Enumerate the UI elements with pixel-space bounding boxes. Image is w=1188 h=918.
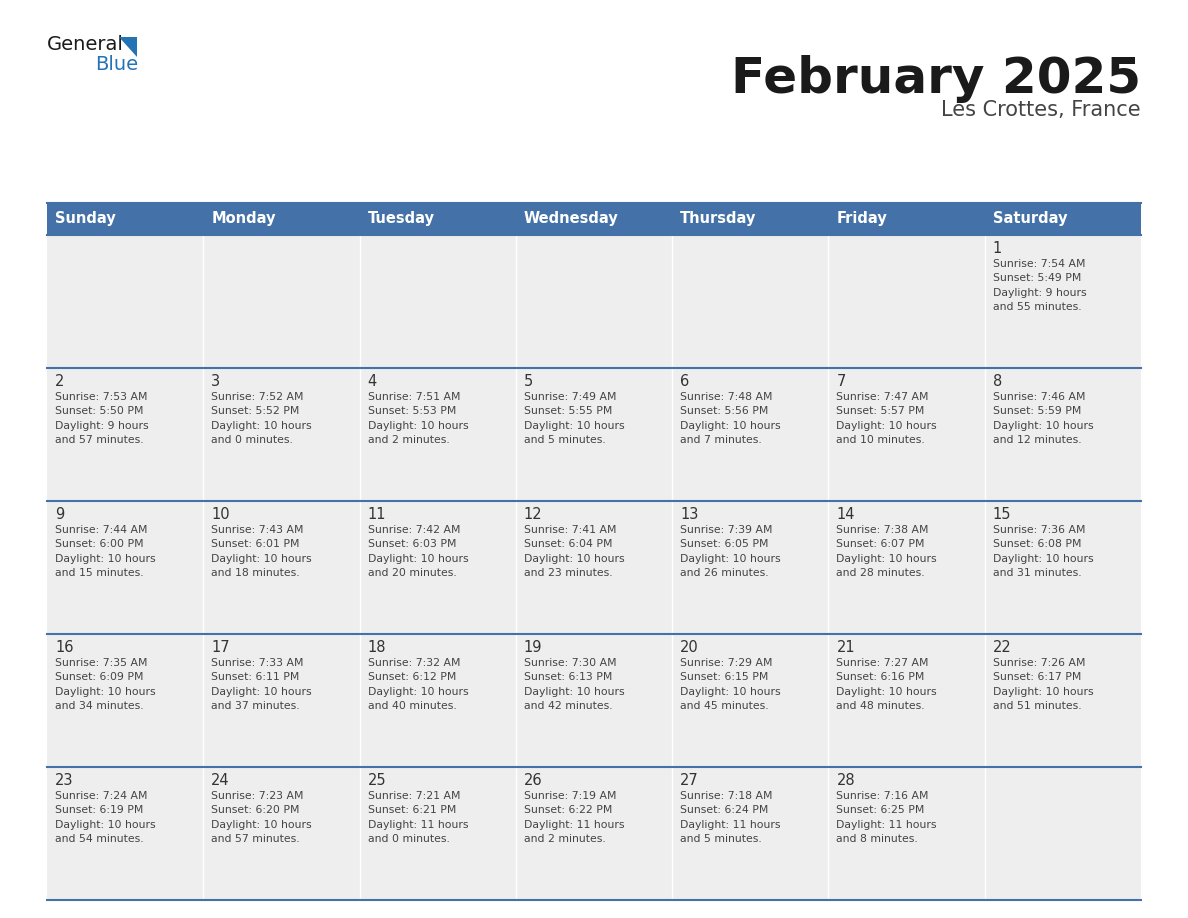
Text: Sunrise: 7:23 AM
Sunset: 6:20 PM
Daylight: 10 hours
and 57 minutes.: Sunrise: 7:23 AM Sunset: 6:20 PM Dayligh… xyxy=(211,791,312,845)
Text: Sunrise: 7:33 AM
Sunset: 6:11 PM
Daylight: 10 hours
and 37 minutes.: Sunrise: 7:33 AM Sunset: 6:11 PM Dayligh… xyxy=(211,658,312,711)
Bar xyxy=(48,235,1140,368)
Text: 19: 19 xyxy=(524,640,543,655)
Text: Blue: Blue xyxy=(95,55,138,74)
Text: General: General xyxy=(48,35,124,54)
Text: Sunrise: 7:16 AM
Sunset: 6:25 PM
Daylight: 11 hours
and 8 minutes.: Sunrise: 7:16 AM Sunset: 6:25 PM Dayligh… xyxy=(836,791,937,845)
Text: 3: 3 xyxy=(211,374,221,389)
Bar xyxy=(48,767,1140,900)
Text: Sunrise: 7:48 AM
Sunset: 5:56 PM
Daylight: 10 hours
and 7 minutes.: Sunrise: 7:48 AM Sunset: 5:56 PM Dayligh… xyxy=(681,392,781,445)
Text: Sunrise: 7:47 AM
Sunset: 5:57 PM
Daylight: 10 hours
and 10 minutes.: Sunrise: 7:47 AM Sunset: 5:57 PM Dayligh… xyxy=(836,392,937,445)
Text: Tuesday: Tuesday xyxy=(367,211,435,227)
Text: 14: 14 xyxy=(836,507,855,522)
Text: Sunrise: 7:27 AM
Sunset: 6:16 PM
Daylight: 10 hours
and 48 minutes.: Sunrise: 7:27 AM Sunset: 6:16 PM Dayligh… xyxy=(836,658,937,711)
Text: Sunrise: 7:41 AM
Sunset: 6:04 PM
Daylight: 10 hours
and 23 minutes.: Sunrise: 7:41 AM Sunset: 6:04 PM Dayligh… xyxy=(524,525,625,578)
Text: 9: 9 xyxy=(55,507,64,522)
Text: Sunrise: 7:19 AM
Sunset: 6:22 PM
Daylight: 11 hours
and 2 minutes.: Sunrise: 7:19 AM Sunset: 6:22 PM Dayligh… xyxy=(524,791,625,845)
Text: 26: 26 xyxy=(524,773,543,788)
Text: 1: 1 xyxy=(993,241,1001,256)
Text: February 2025: February 2025 xyxy=(731,55,1140,103)
Text: 23: 23 xyxy=(55,773,74,788)
Text: 22: 22 xyxy=(993,640,1011,655)
Text: 6: 6 xyxy=(681,374,689,389)
Text: Sunrise: 7:39 AM
Sunset: 6:05 PM
Daylight: 10 hours
and 26 minutes.: Sunrise: 7:39 AM Sunset: 6:05 PM Dayligh… xyxy=(681,525,781,578)
Text: Sunrise: 7:26 AM
Sunset: 6:17 PM
Daylight: 10 hours
and 51 minutes.: Sunrise: 7:26 AM Sunset: 6:17 PM Dayligh… xyxy=(993,658,1093,711)
Text: 12: 12 xyxy=(524,507,543,522)
Text: Les Crottes, France: Les Crottes, France xyxy=(941,100,1140,120)
Text: 10: 10 xyxy=(211,507,230,522)
Text: Sunrise: 7:35 AM
Sunset: 6:09 PM
Daylight: 10 hours
and 34 minutes.: Sunrise: 7:35 AM Sunset: 6:09 PM Dayligh… xyxy=(55,658,156,711)
Bar xyxy=(48,501,1140,634)
Text: Wednesday: Wednesday xyxy=(524,211,619,227)
Text: 17: 17 xyxy=(211,640,230,655)
Text: Sunrise: 7:53 AM
Sunset: 5:50 PM
Daylight: 9 hours
and 57 minutes.: Sunrise: 7:53 AM Sunset: 5:50 PM Dayligh… xyxy=(55,392,148,445)
Text: 11: 11 xyxy=(367,507,386,522)
Text: 25: 25 xyxy=(367,773,386,788)
Text: 7: 7 xyxy=(836,374,846,389)
Text: 15: 15 xyxy=(993,507,1011,522)
Text: Sunrise: 7:49 AM
Sunset: 5:55 PM
Daylight: 10 hours
and 5 minutes.: Sunrise: 7:49 AM Sunset: 5:55 PM Dayligh… xyxy=(524,392,625,445)
Text: Sunrise: 7:30 AM
Sunset: 6:13 PM
Daylight: 10 hours
and 42 minutes.: Sunrise: 7:30 AM Sunset: 6:13 PM Dayligh… xyxy=(524,658,625,711)
Text: 24: 24 xyxy=(211,773,230,788)
Polygon shape xyxy=(119,37,137,57)
Text: 18: 18 xyxy=(367,640,386,655)
Text: Sunrise: 7:54 AM
Sunset: 5:49 PM
Daylight: 9 hours
and 55 minutes.: Sunrise: 7:54 AM Sunset: 5:49 PM Dayligh… xyxy=(993,259,1086,312)
Text: Sunrise: 7:24 AM
Sunset: 6:19 PM
Daylight: 10 hours
and 54 minutes.: Sunrise: 7:24 AM Sunset: 6:19 PM Dayligh… xyxy=(55,791,156,845)
Text: 27: 27 xyxy=(681,773,699,788)
Text: Sunrise: 7:18 AM
Sunset: 6:24 PM
Daylight: 11 hours
and 5 minutes.: Sunrise: 7:18 AM Sunset: 6:24 PM Dayligh… xyxy=(681,791,781,845)
Text: Sunrise: 7:38 AM
Sunset: 6:07 PM
Daylight: 10 hours
and 28 minutes.: Sunrise: 7:38 AM Sunset: 6:07 PM Dayligh… xyxy=(836,525,937,578)
Text: Sunrise: 7:32 AM
Sunset: 6:12 PM
Daylight: 10 hours
and 40 minutes.: Sunrise: 7:32 AM Sunset: 6:12 PM Dayligh… xyxy=(367,658,468,711)
Bar xyxy=(48,634,1140,767)
Text: 21: 21 xyxy=(836,640,855,655)
Text: Sunrise: 7:43 AM
Sunset: 6:01 PM
Daylight: 10 hours
and 18 minutes.: Sunrise: 7:43 AM Sunset: 6:01 PM Dayligh… xyxy=(211,525,312,578)
Text: Sunrise: 7:42 AM
Sunset: 6:03 PM
Daylight: 10 hours
and 20 minutes.: Sunrise: 7:42 AM Sunset: 6:03 PM Dayligh… xyxy=(367,525,468,578)
Text: Saturday: Saturday xyxy=(993,211,1067,227)
Text: Friday: Friday xyxy=(836,211,887,227)
Text: 20: 20 xyxy=(681,640,699,655)
Text: 13: 13 xyxy=(681,507,699,522)
Bar xyxy=(48,203,1140,235)
Text: Sunrise: 7:44 AM
Sunset: 6:00 PM
Daylight: 10 hours
and 15 minutes.: Sunrise: 7:44 AM Sunset: 6:00 PM Dayligh… xyxy=(55,525,156,578)
Text: Monday: Monday xyxy=(211,211,276,227)
Text: 5: 5 xyxy=(524,374,533,389)
Text: 8: 8 xyxy=(993,374,1001,389)
Text: Sunrise: 7:52 AM
Sunset: 5:52 PM
Daylight: 10 hours
and 0 minutes.: Sunrise: 7:52 AM Sunset: 5:52 PM Dayligh… xyxy=(211,392,312,445)
Text: Sunday: Sunday xyxy=(55,211,115,227)
Text: Sunrise: 7:21 AM
Sunset: 6:21 PM
Daylight: 11 hours
and 0 minutes.: Sunrise: 7:21 AM Sunset: 6:21 PM Dayligh… xyxy=(367,791,468,845)
Text: Sunrise: 7:29 AM
Sunset: 6:15 PM
Daylight: 10 hours
and 45 minutes.: Sunrise: 7:29 AM Sunset: 6:15 PM Dayligh… xyxy=(681,658,781,711)
Text: Sunrise: 7:51 AM
Sunset: 5:53 PM
Daylight: 10 hours
and 2 minutes.: Sunrise: 7:51 AM Sunset: 5:53 PM Dayligh… xyxy=(367,392,468,445)
Text: Sunrise: 7:46 AM
Sunset: 5:59 PM
Daylight: 10 hours
and 12 minutes.: Sunrise: 7:46 AM Sunset: 5:59 PM Dayligh… xyxy=(993,392,1093,445)
Text: 16: 16 xyxy=(55,640,74,655)
Text: 28: 28 xyxy=(836,773,855,788)
Text: 4: 4 xyxy=(367,374,377,389)
Text: Sunrise: 7:36 AM
Sunset: 6:08 PM
Daylight: 10 hours
and 31 minutes.: Sunrise: 7:36 AM Sunset: 6:08 PM Dayligh… xyxy=(993,525,1093,578)
Text: 2: 2 xyxy=(55,374,64,389)
Text: Thursday: Thursday xyxy=(681,211,757,227)
Bar xyxy=(48,368,1140,501)
